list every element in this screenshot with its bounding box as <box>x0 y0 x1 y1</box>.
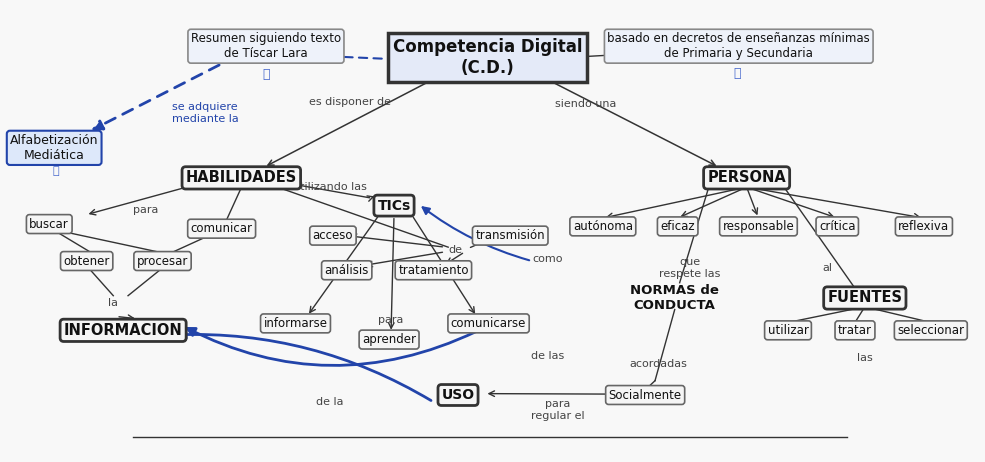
Text: comunicarse: comunicarse <box>451 317 526 330</box>
Text: las: las <box>857 353 873 363</box>
Text: transmisión: transmisión <box>476 229 545 242</box>
Text: que
respete las: que respete las <box>659 257 720 279</box>
Text: análisis: análisis <box>324 264 369 277</box>
Text: autónoma: autónoma <box>573 220 632 233</box>
Text: crítica: crítica <box>819 220 856 233</box>
Text: siendo una: siendo una <box>556 99 617 109</box>
Text: utilizando las: utilizando las <box>294 182 367 192</box>
Text: utilizar: utilizar <box>767 324 809 337</box>
Text: al: al <box>822 263 832 273</box>
Text: NORMAS de
CONDUCTA: NORMAS de CONDUCTA <box>630 284 719 312</box>
Text: Alfabetización
Mediática: Alfabetización Mediática <box>10 134 98 162</box>
Text: Socialmente: Socialmente <box>609 389 682 401</box>
Text: TICs: TICs <box>377 199 411 213</box>
Text: para: para <box>133 205 159 215</box>
Text: PERSONA: PERSONA <box>707 170 786 185</box>
Text: acordadas: acordadas <box>629 359 687 369</box>
Text: 🗎: 🗎 <box>262 68 270 81</box>
Text: aprender: aprender <box>362 333 416 346</box>
Text: HABILIDADES: HABILIDADES <box>186 170 296 185</box>
Text: INFORMACION: INFORMACION <box>64 323 182 338</box>
Text: tratar: tratar <box>838 324 872 337</box>
Text: Competencia Digital
(C.D.): Competencia Digital (C.D.) <box>393 38 582 77</box>
Text: obtener: obtener <box>63 255 110 267</box>
Text: de las: de las <box>531 351 564 361</box>
Text: de la: de la <box>316 397 344 407</box>
Text: responsable: responsable <box>723 220 794 233</box>
Text: se adquiere
mediante la: se adquiere mediante la <box>172 103 239 124</box>
Text: basado en decretos de enseñanzas mínimas
de Primaria y Secundaria: basado en decretos de enseñanzas mínimas… <box>608 32 870 60</box>
Text: procesar: procesar <box>137 255 188 267</box>
Text: para
regular el: para regular el <box>531 400 584 421</box>
Text: informarse: informarse <box>264 317 327 330</box>
Text: FUENTES: FUENTES <box>827 291 902 305</box>
Text: 🗎: 🗎 <box>53 166 59 176</box>
Text: para: para <box>378 315 404 325</box>
Text: acceso: acceso <box>312 229 354 242</box>
Text: tratamiento: tratamiento <box>398 264 469 277</box>
Text: de: de <box>448 245 462 255</box>
Text: 🗎: 🗎 <box>733 67 741 80</box>
Text: eficaz: eficaz <box>660 220 695 233</box>
Text: como: como <box>533 254 562 264</box>
Text: seleccionar: seleccionar <box>897 324 964 337</box>
Text: es disponer de: es disponer de <box>308 97 391 107</box>
Text: USO: USO <box>441 388 475 402</box>
Text: buscar: buscar <box>30 218 69 231</box>
Text: Resumen siguiendo texto
de Tíscar Lara: Resumen siguiendo texto de Tíscar Lara <box>191 32 341 60</box>
Text: la: la <box>108 298 118 308</box>
Text: comunicar: comunicar <box>191 222 252 235</box>
Text: reflexiva: reflexiva <box>898 220 950 233</box>
